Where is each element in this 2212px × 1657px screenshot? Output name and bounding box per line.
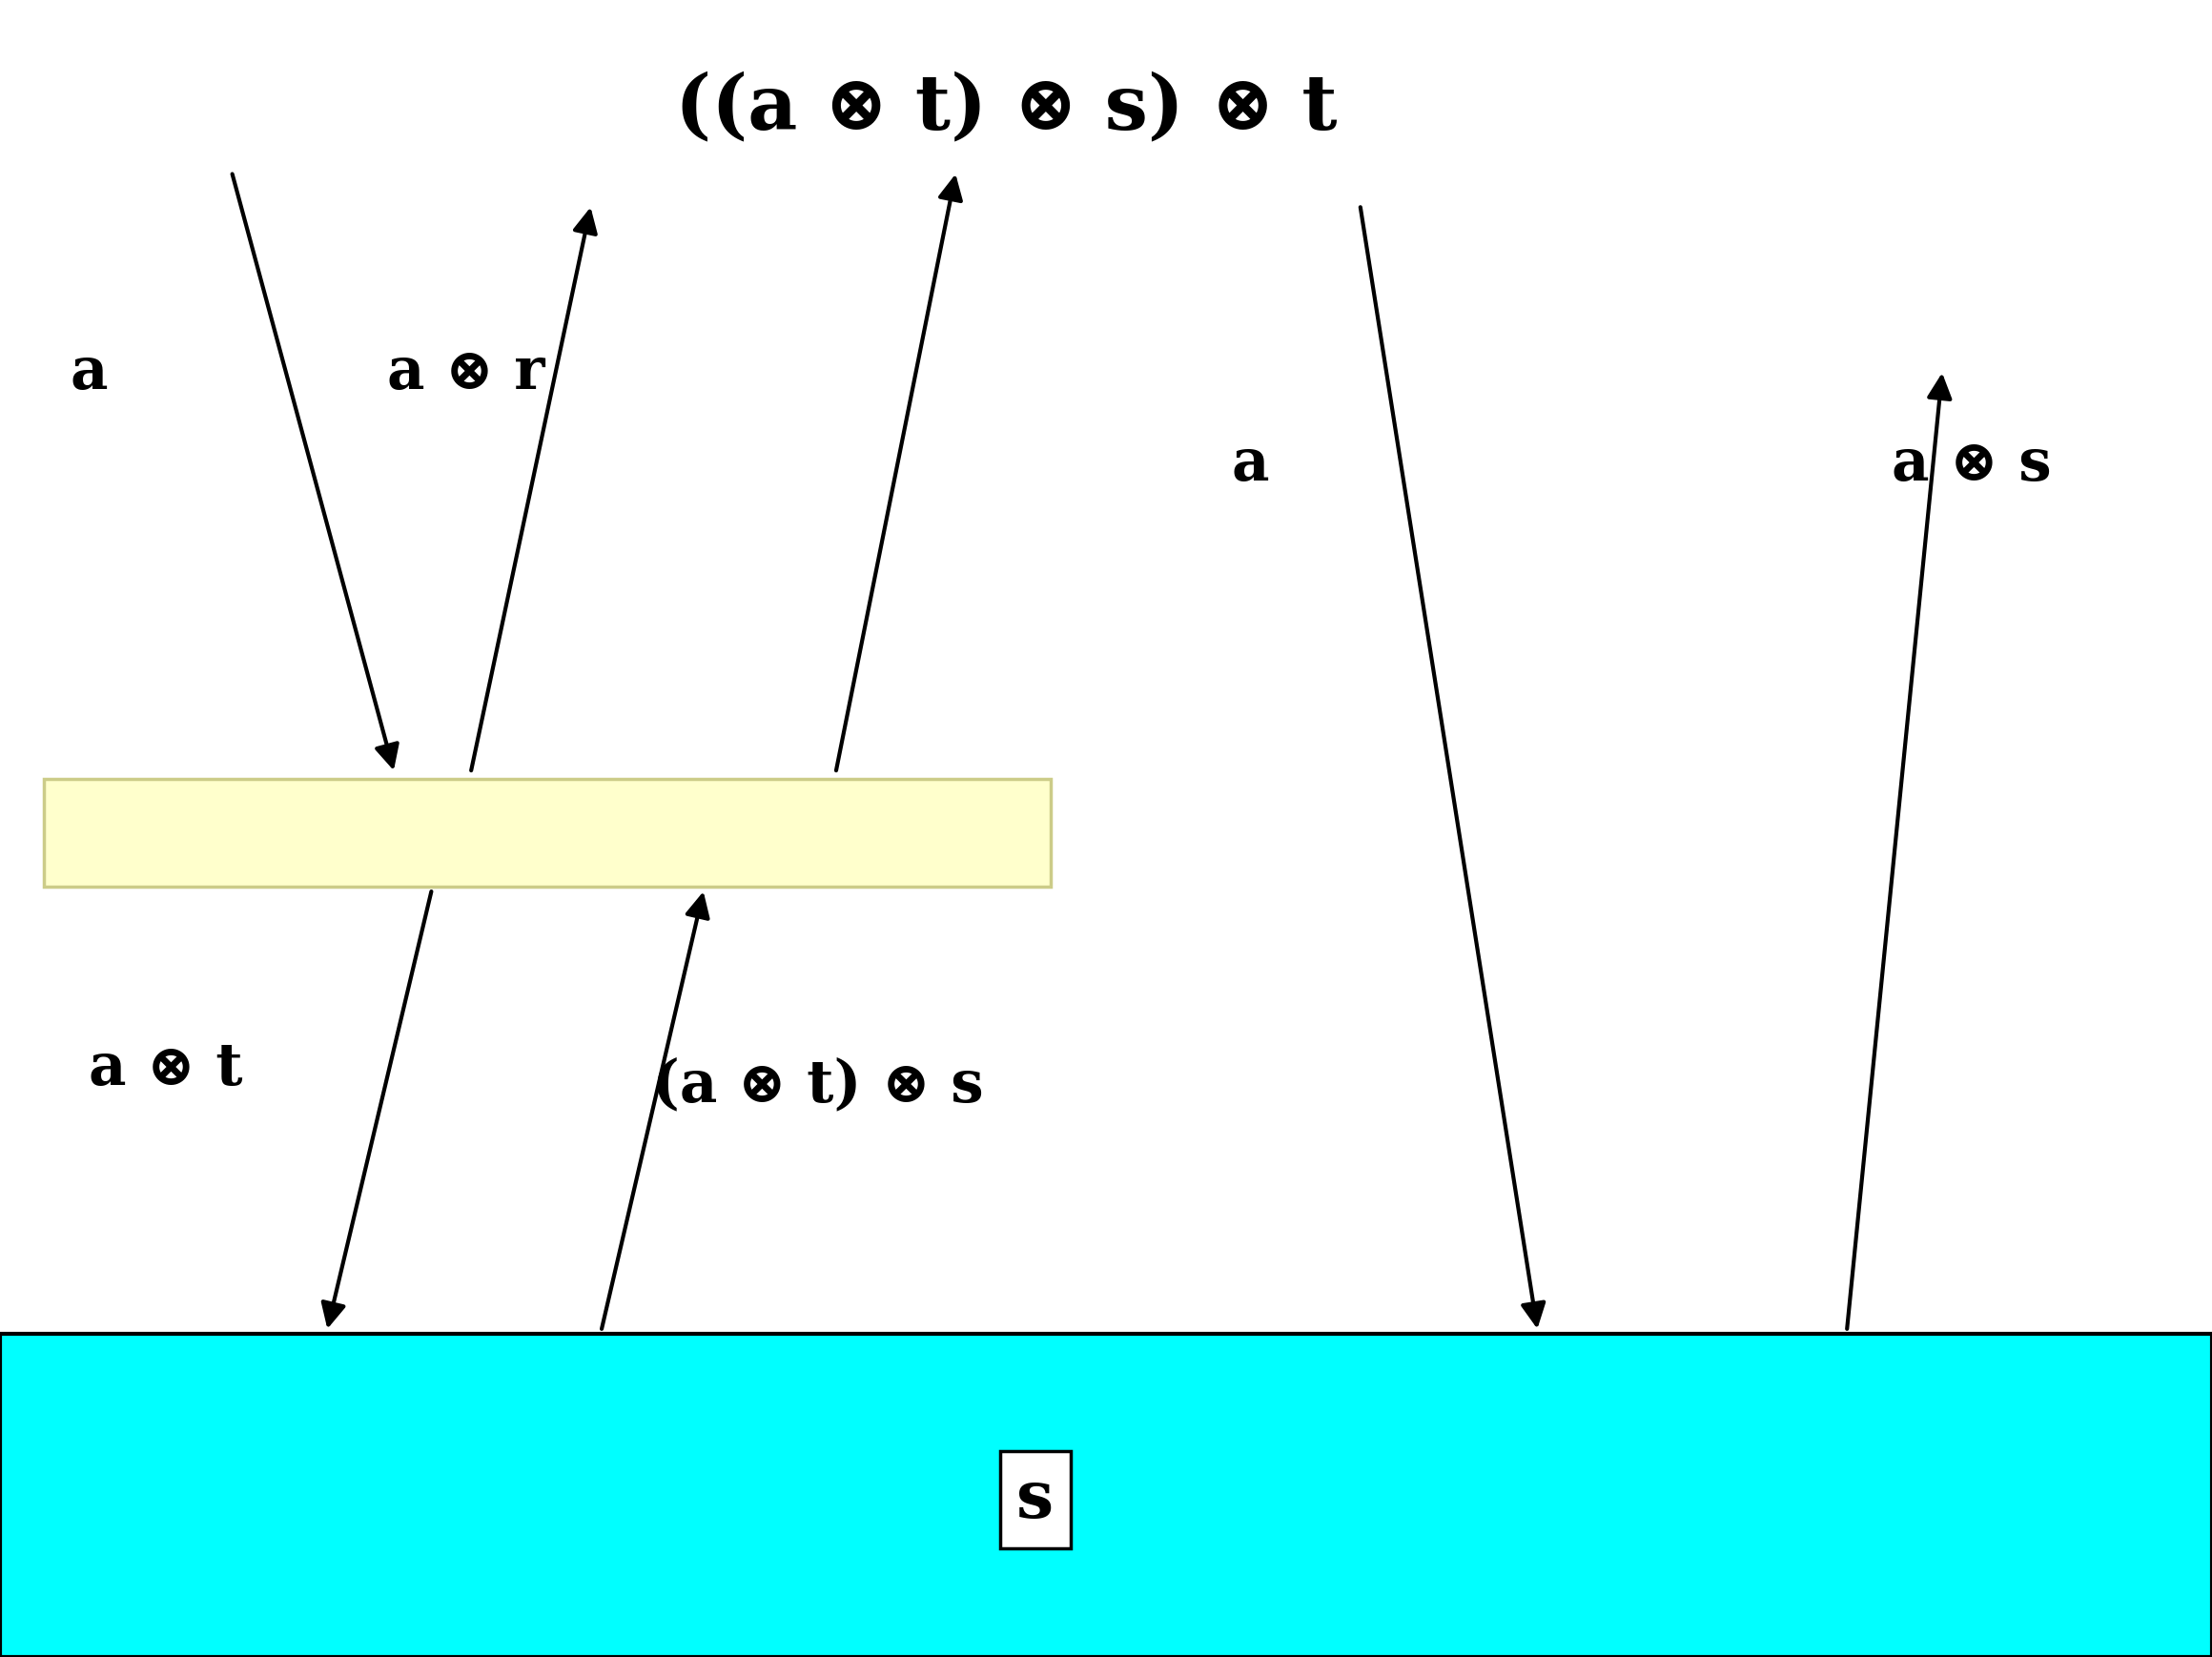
Text: a: a — [1230, 436, 1270, 492]
Text: a ⊗ s: a ⊗ s — [1891, 436, 2051, 492]
Text: a ⊗ t: a ⊗ t — [88, 1041, 243, 1097]
Text: s: s — [1018, 1468, 1053, 1531]
Text: (a ⊗ t) ⊗ s: (a ⊗ t) ⊗ s — [653, 1057, 984, 1114]
Text: a: a — [69, 345, 108, 401]
Bar — [44, 779, 1051, 886]
Text: ((a ⊗ t) ⊗ s) ⊗ t: ((a ⊗ t) ⊗ s) ⊗ t — [675, 71, 1338, 144]
Bar — [0, 1334, 2212, 1657]
Text: a ⊗ r: a ⊗ r — [387, 345, 544, 401]
